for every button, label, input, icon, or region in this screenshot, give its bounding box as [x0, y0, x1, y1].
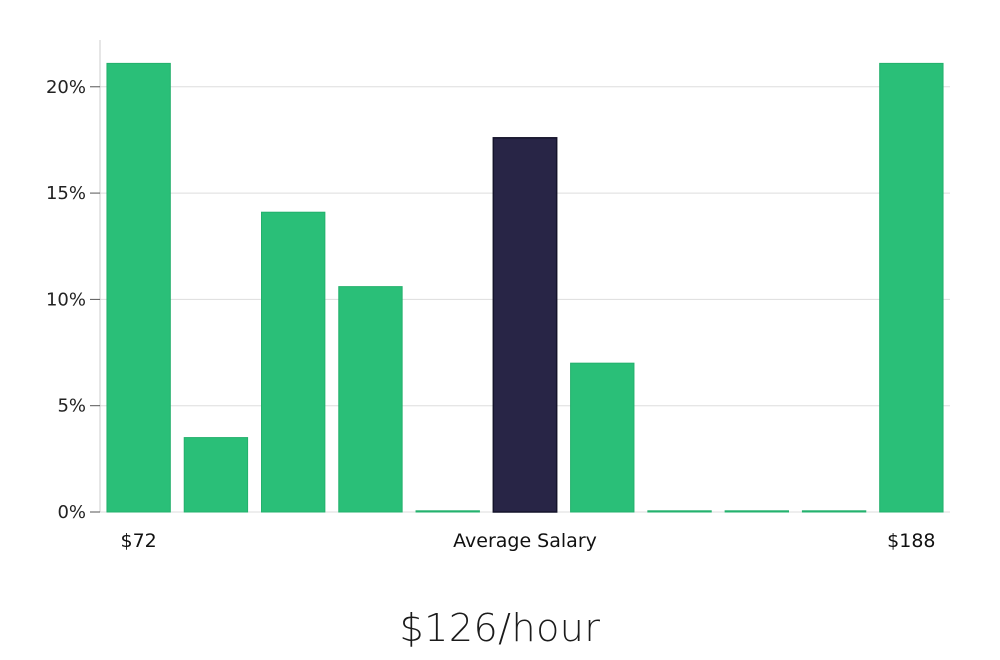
bar: [724, 510, 789, 513]
bar: [801, 510, 867, 513]
bar-highlighted: [492, 137, 558, 513]
y-tick-label: 20%: [46, 77, 86, 98]
bar: [338, 286, 403, 513]
bars: [106, 62, 944, 513]
salary-histogram: 0% 5% 10% 15% 20% $72 Average Salary $188: [46, 40, 950, 552]
x-category-label: Average Salary: [453, 530, 597, 552]
bar: [106, 62, 171, 513]
y-tick-label: 10%: [46, 289, 86, 310]
x-category-label: $188: [887, 530, 935, 552]
bar: [647, 510, 712, 513]
y-tick-label: 5%: [57, 396, 86, 417]
bar: [570, 362, 635, 513]
bar: [183, 437, 249, 513]
y-tick-label: 0%: [57, 502, 86, 523]
y-axis: 0% 5% 10% 15% 20%: [46, 40, 101, 523]
x-category-label: $72: [121, 530, 157, 552]
average-salary-headline: $126/hour: [399, 606, 601, 650]
bar: [879, 62, 944, 513]
x-axis-labels: $72 Average Salary $188: [121, 530, 936, 552]
bar: [415, 510, 480, 513]
y-tick-label: 15%: [46, 183, 86, 204]
bar: [261, 211, 326, 513]
